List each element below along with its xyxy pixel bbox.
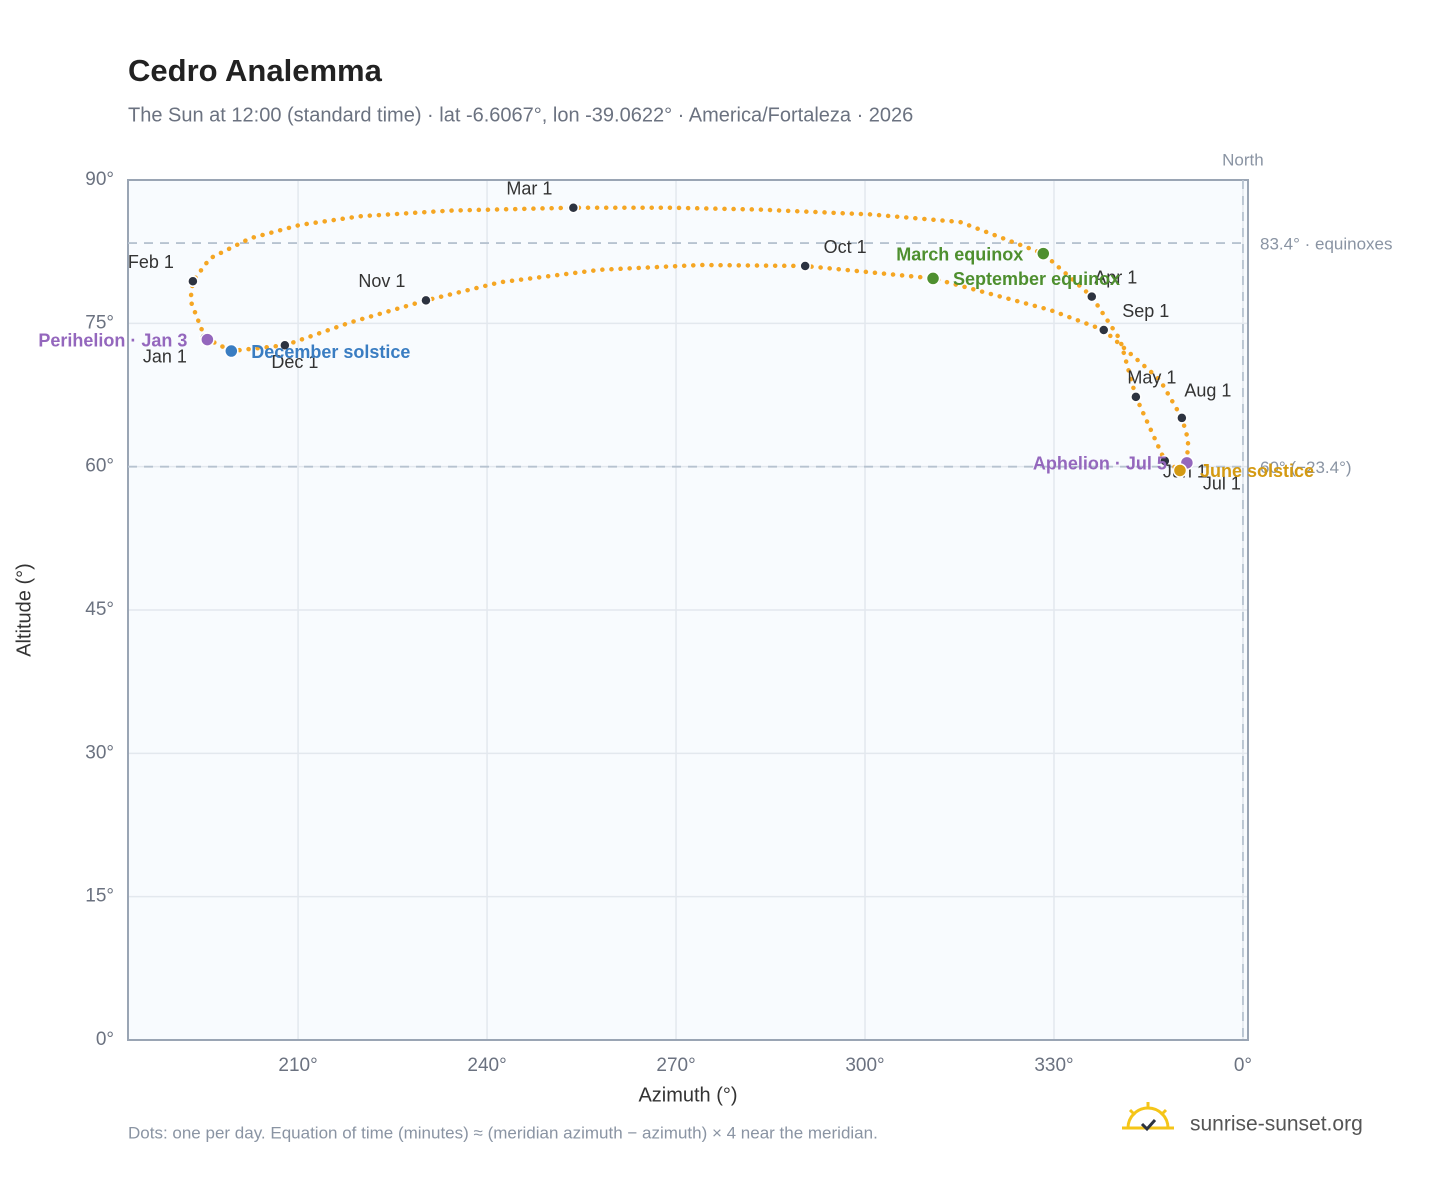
x-tick-label: 240° xyxy=(467,1055,506,1076)
event-label: September equinox xyxy=(953,269,1120,289)
month-label: Nov 1 xyxy=(358,271,405,291)
y-tick-label: 30° xyxy=(85,742,114,763)
month-label: Apr 1 xyxy=(1094,267,1137,287)
month-point xyxy=(1097,324,1110,336)
month-label: Sep 1 xyxy=(1122,301,1169,321)
month-label: Oct 1 xyxy=(824,237,867,257)
brand: sunrise-sunset.org xyxy=(1190,1113,1363,1136)
month-point xyxy=(187,275,199,288)
y-tick-label: 45° xyxy=(85,599,114,620)
x-tick-label: 210° xyxy=(278,1055,317,1076)
month-point xyxy=(567,201,580,214)
reference-label: 83.4° · equinoxes xyxy=(1260,235,1393,254)
event-point xyxy=(925,271,941,286)
month-point xyxy=(279,339,291,352)
event-point xyxy=(1036,246,1051,261)
y-axis-title: Altitude (°) xyxy=(13,563,35,657)
event-point xyxy=(1172,463,1188,478)
month-point xyxy=(1086,290,1098,303)
event-label: December solstice xyxy=(251,342,410,362)
month-point xyxy=(420,294,432,307)
month-point xyxy=(1130,391,1142,403)
month-label: Aug 1 xyxy=(1184,381,1231,401)
month-point xyxy=(799,260,811,272)
month-label: Dec 1 xyxy=(271,352,318,372)
x-axis-title: Azimuth (°) xyxy=(638,1084,737,1106)
event-label: March equinox xyxy=(896,244,1023,264)
month-point xyxy=(1176,412,1188,424)
x-tick-label: 0° xyxy=(1234,1055,1252,1076)
reference-label: 60° (−23.4°) xyxy=(1260,458,1352,477)
event-label: Perihelion · Jan 3 xyxy=(38,330,187,350)
event-point xyxy=(224,343,239,359)
month-label: Mar 1 xyxy=(506,178,552,198)
month-label: Feb 1 xyxy=(128,252,174,272)
y-tick-label: 60° xyxy=(85,456,114,477)
brand-icon xyxy=(1122,1102,1174,1132)
event-label: Aphelion · Jul 5 xyxy=(1033,454,1167,474)
event-label: June solstice xyxy=(1200,461,1314,481)
month-label: Jan 1 xyxy=(143,346,187,366)
footnote: Dots: one per day. Equation of time (min… xyxy=(128,1123,878,1142)
y-tick-label: 90° xyxy=(85,169,114,190)
month-label: Jul 1 xyxy=(1203,473,1241,493)
north-label: North xyxy=(1222,150,1264,169)
month-label: May 1 xyxy=(1127,368,1176,388)
x-tick-label: 330° xyxy=(1034,1055,1073,1076)
month-point xyxy=(1159,455,1171,467)
chart-title: Cedro Analemma xyxy=(128,53,383,88)
y-tick-label: 15° xyxy=(85,886,114,907)
y-tick-label: 75° xyxy=(85,312,114,333)
chart-subtitle: The Sun at 12:00 (standard time) · lat -… xyxy=(128,104,913,126)
y-tick-label: 0° xyxy=(96,1029,114,1050)
plot-frame xyxy=(127,179,1249,1041)
event-point xyxy=(200,332,215,347)
x-tick-label: 300° xyxy=(845,1055,884,1076)
x-tick-label: 270° xyxy=(656,1055,695,1076)
